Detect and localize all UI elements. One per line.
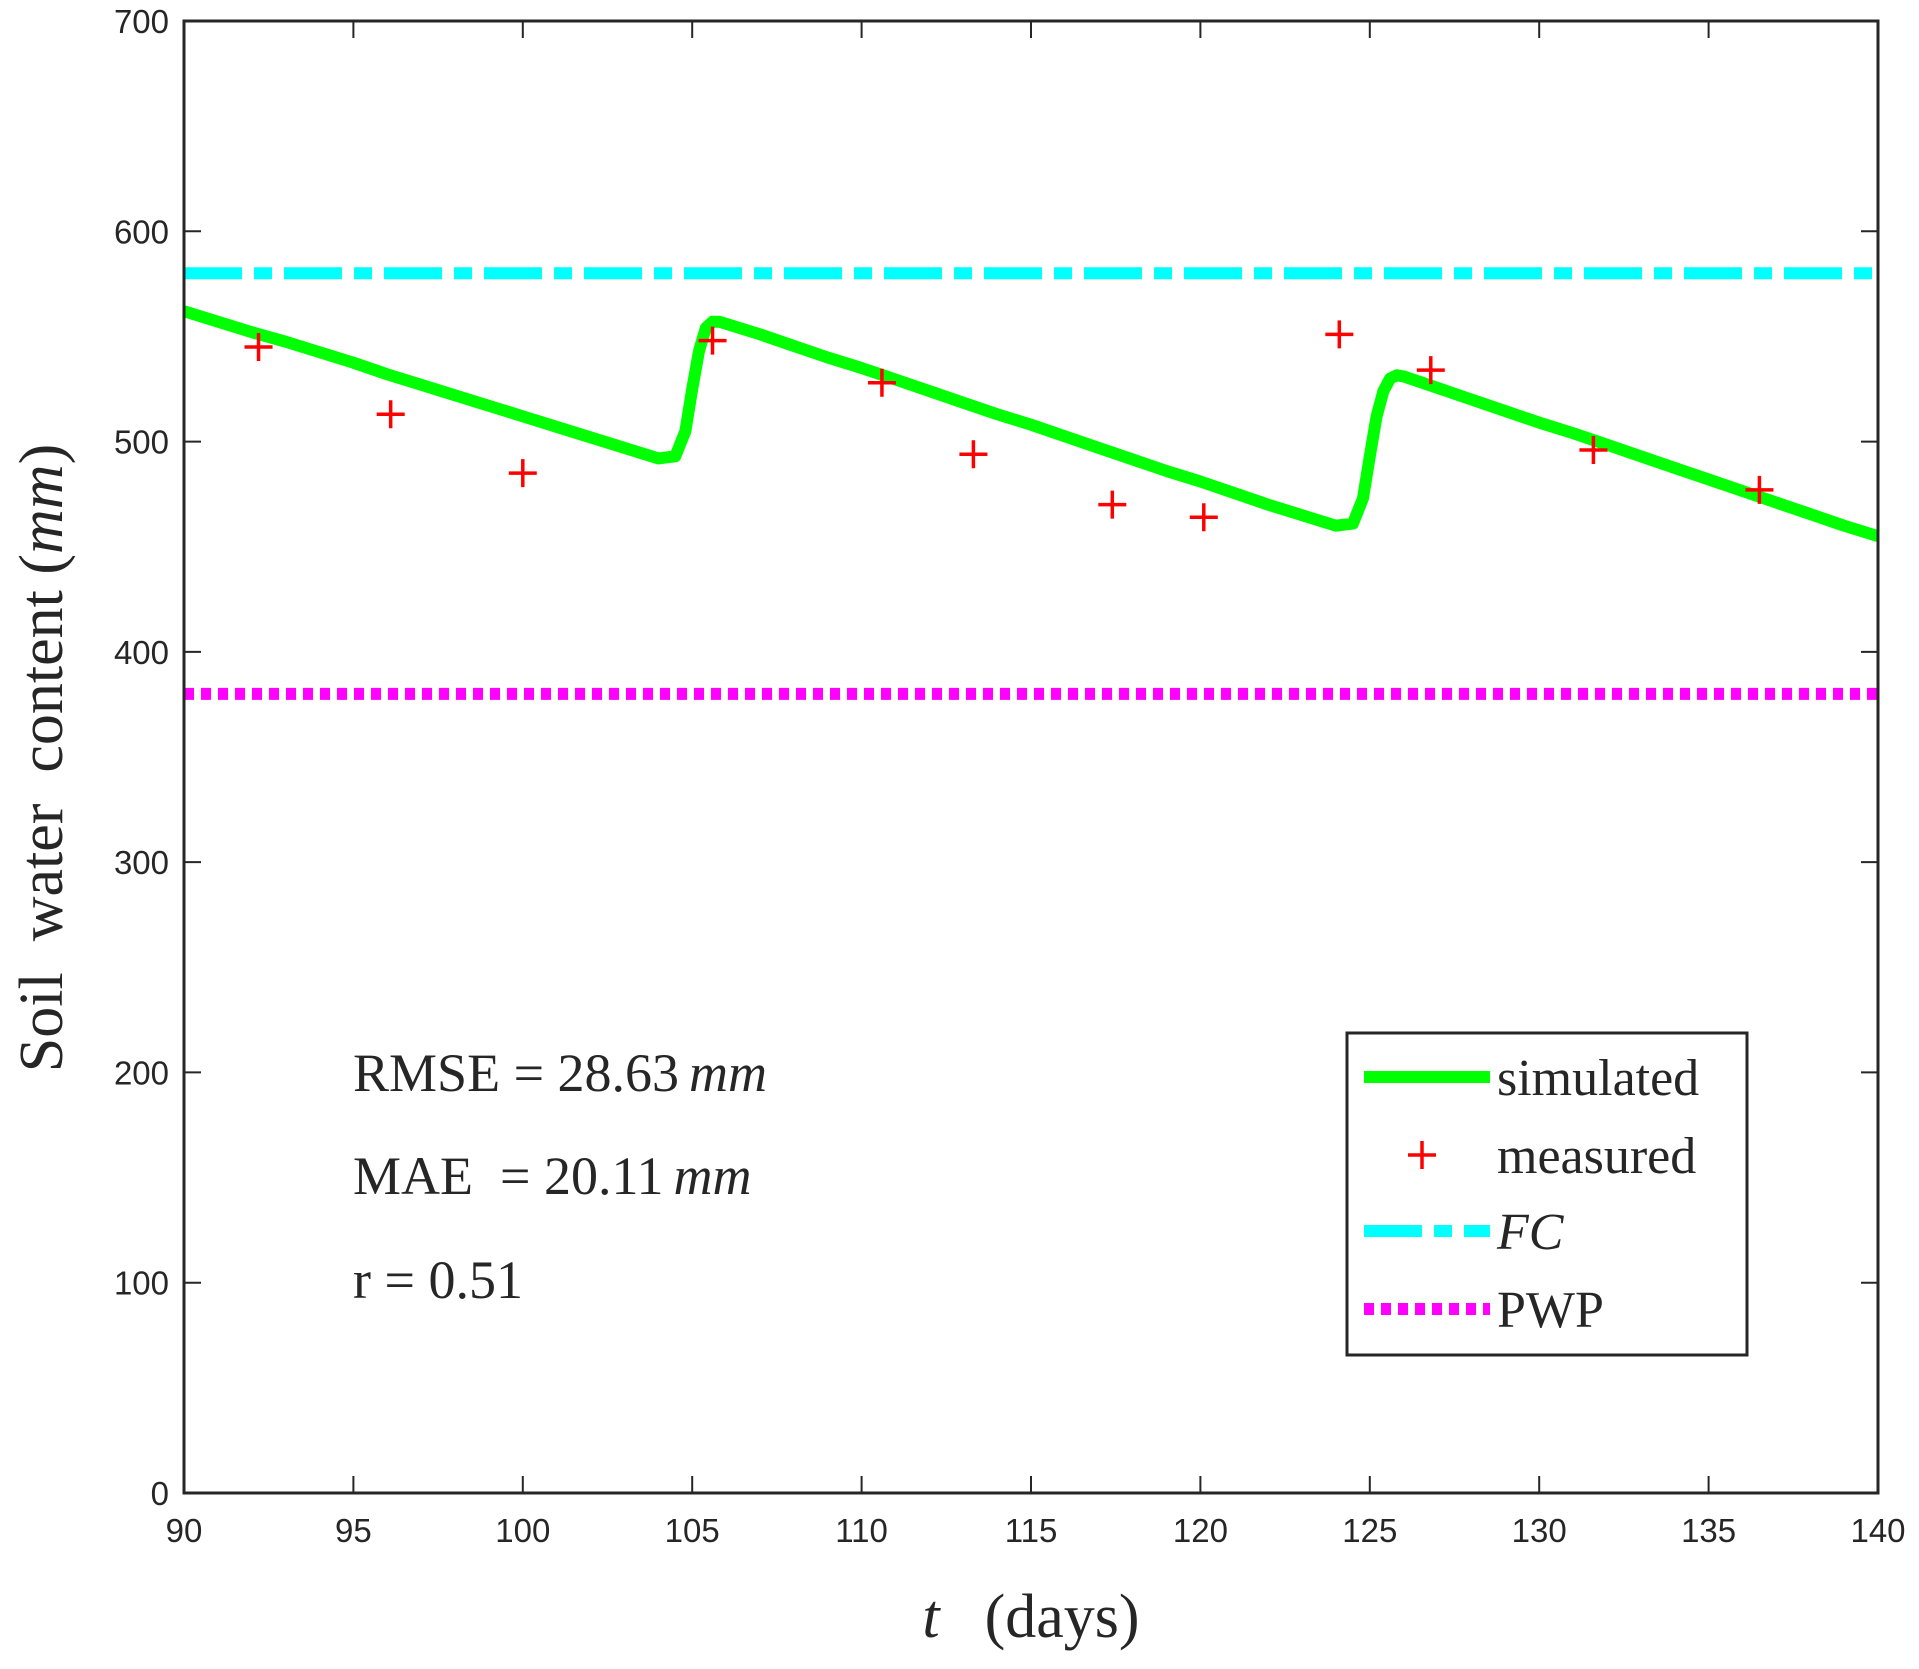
y-tick-label-7: 700 [114,3,169,40]
x-tick-label-3: 105 [665,1512,720,1549]
series-measured [244,320,1774,532]
y-tick-label-4: 400 [114,634,169,671]
axis-ticks: 90 95 100 105 110 115 120 125 130 135 140 0 100 200 30… [114,3,1906,1549]
x-tick-label-10: 140 [1850,1512,1905,1549]
plot-area: 90 95 100 105 110 115 120 125 130 135 140 0 100 200 30… [114,3,1906,1549]
legend-box [1345,1031,1749,1357]
measured-point-0 [244,332,273,361]
measured-point-11 [1745,475,1774,504]
y-tick-label-5: 500 [114,424,169,461]
y-axis-title: Soil water content (mm) [8,444,76,1072]
series-simulated-line [182,305,1880,542]
measured-point-9 [1416,356,1445,385]
x-tick-label-5: 115 [1005,1512,1058,1549]
legend-label-pwp: PWP [1497,1282,1604,1339]
x-tick-label-9: 135 [1681,1512,1736,1549]
x-tick-label-1: 95 [335,1512,372,1549]
x-tick-label-0: 90 [166,1512,203,1549]
legend-label-measured: measured [1497,1128,1696,1185]
measured-point-10 [1579,435,1608,464]
measured-point-1 [376,400,405,429]
y-tick-label-1: 100 [114,1265,169,1302]
r-annotation: r = 0.51 [353,1250,523,1310]
y-tick-label-6: 600 [114,213,169,250]
data-marks [182,267,1880,700]
x-axis-title: t (days) [922,1583,1139,1651]
y-tick-label-3: 300 [114,844,169,881]
y-tick-label-2: 200 [114,1054,169,1091]
measured-point-4 [867,368,896,397]
mae-annotation: MAE = 20.11 mm [353,1146,751,1206]
y-tick-label-0: 0 [151,1475,169,1512]
legend-label-simulated: simulated [1497,1050,1699,1107]
x-tick-label-4: 110 [835,1512,888,1549]
measured-point-2 [508,459,537,488]
measured-point-5 [959,440,988,469]
legend-label-fc: FC [1496,1204,1565,1261]
x-tick-label-8: 130 [1512,1512,1567,1549]
measured-point-7 [1189,503,1218,532]
legend-swatch-measured [1408,1141,1436,1169]
measured-point-3 [698,326,727,355]
x-tick-label-7: 125 [1342,1512,1397,1549]
stats-annotations: RMSE = 28.63 mm MAE = 20.11 mm r = 0.51 [353,1043,767,1310]
legend: simulated measured FC PWP [1345,1031,1749,1357]
measured-point-6 [1098,490,1127,519]
measured-point-8 [1325,320,1354,349]
rmse-annotation: RMSE = 28.63 mm [353,1043,767,1103]
x-tick-label-2: 100 [495,1512,550,1549]
x-tick-label-6: 120 [1173,1512,1228,1549]
